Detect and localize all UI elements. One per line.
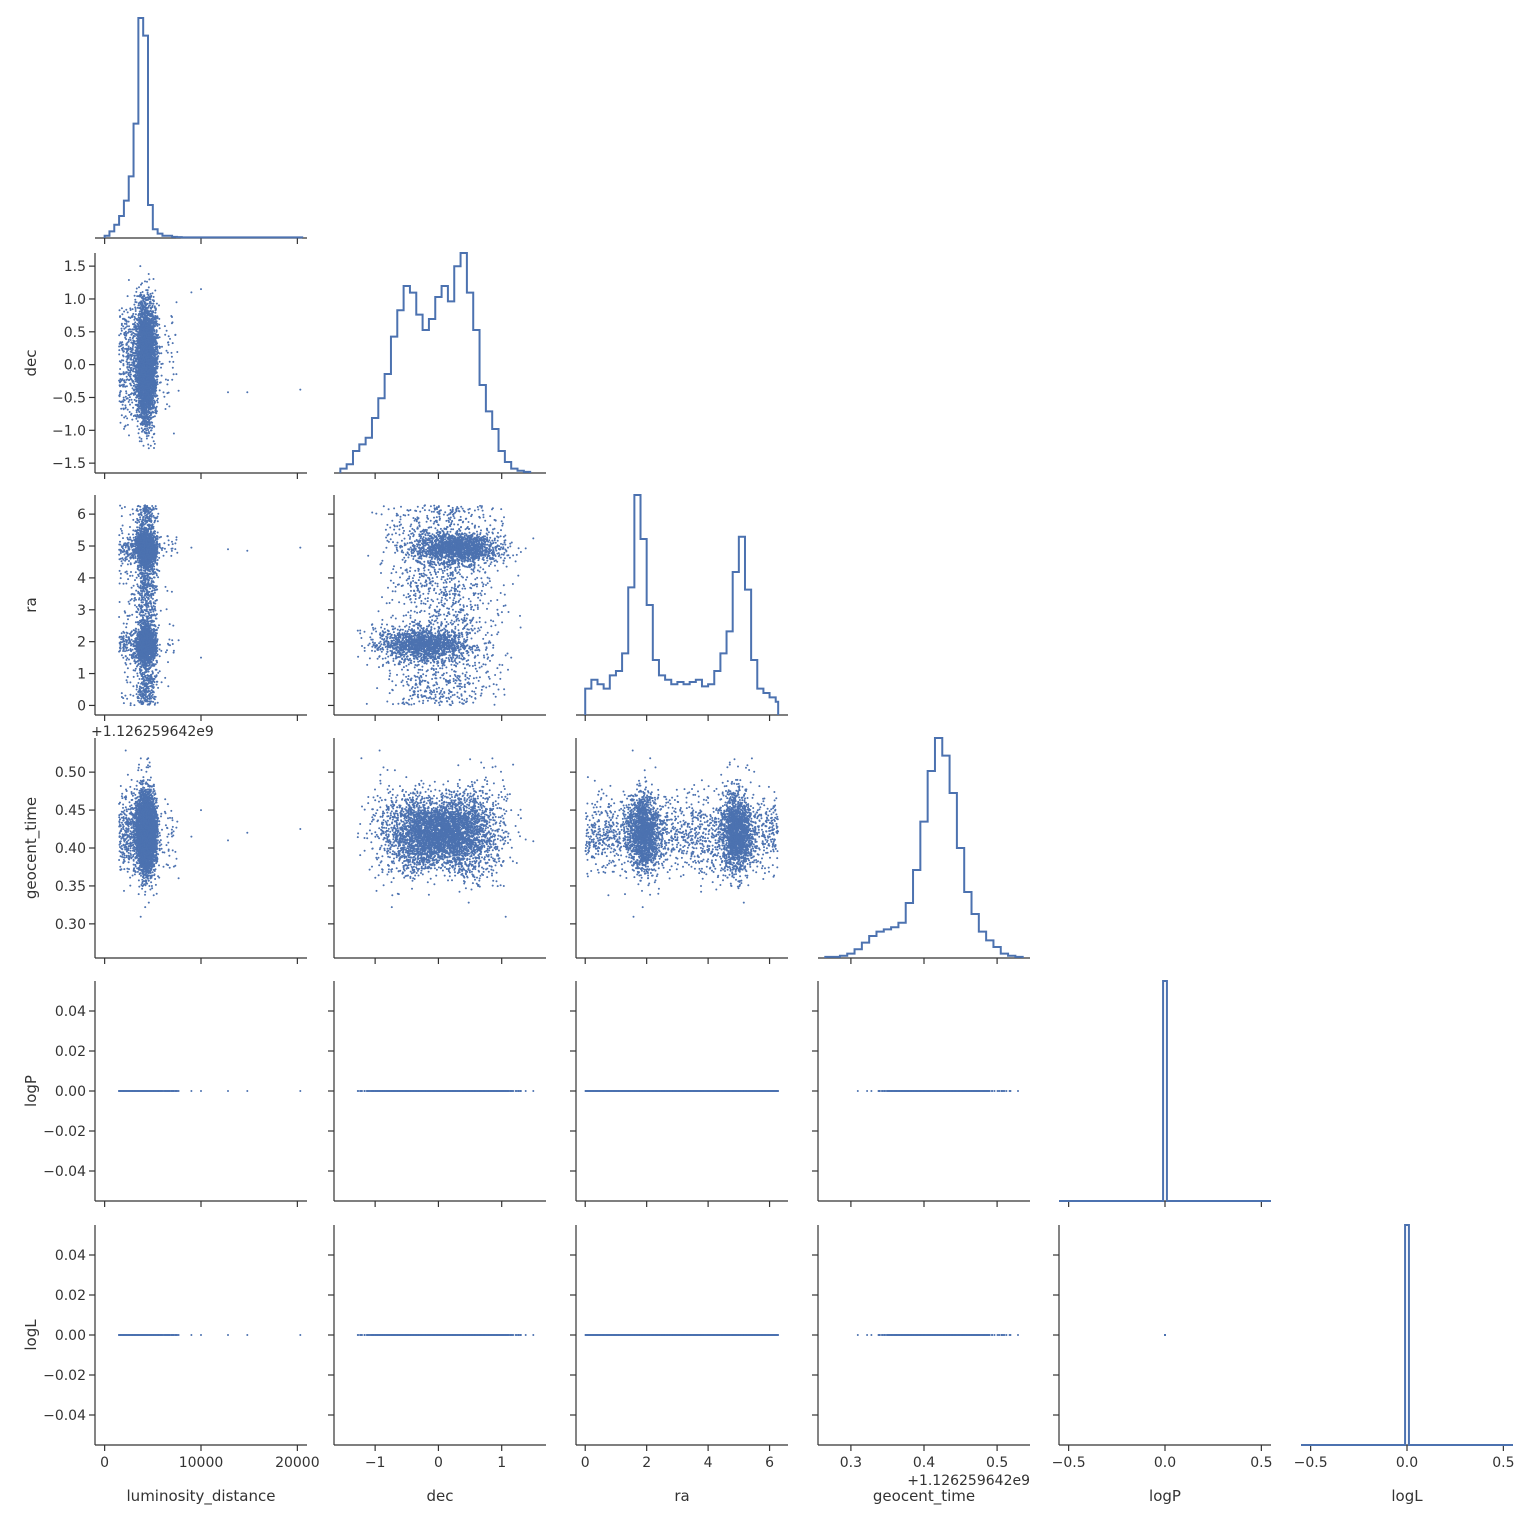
scatter-point — [129, 396, 131, 398]
y-tick-label: 0.5 — [64, 325, 86, 341]
scatter-point — [158, 304, 160, 306]
scatter-point — [147, 444, 149, 446]
scatter-point — [168, 405, 170, 407]
scatter-point — [140, 292, 142, 294]
scatter-point — [148, 447, 150, 449]
scatter-point — [154, 309, 156, 311]
scatter-point — [165, 408, 167, 410]
scatter-point — [168, 335, 170, 337]
scatter-point — [120, 408, 122, 410]
scatter-point — [167, 352, 169, 354]
scatter-point — [128, 434, 130, 436]
scatter-point — [151, 427, 153, 429]
scatter-point — [156, 303, 158, 305]
scatter-point — [151, 429, 153, 431]
scatter-point — [166, 383, 168, 385]
scatter-point — [156, 329, 158, 331]
y-tick-label: 1.5 — [64, 259, 86, 275]
scatter-point — [148, 427, 150, 429]
scatter-point — [153, 440, 155, 442]
scatter-point — [175, 373, 177, 375]
scatter-point — [154, 290, 156, 292]
scatter-point — [119, 316, 121, 318]
scatter-point — [138, 432, 140, 434]
scatter-point — [123, 399, 125, 401]
y-tick-label: 0.0 — [64, 358, 86, 374]
scatter-point — [118, 353, 120, 355]
scatter-point — [159, 361, 161, 363]
scatter-point — [172, 367, 174, 369]
scatter-point — [145, 289, 147, 291]
scatter-point — [130, 359, 132, 361]
scatter-point — [121, 307, 123, 309]
scatter-point — [130, 334, 132, 336]
scatter-point — [127, 353, 129, 355]
scatter-point — [135, 418, 137, 420]
scatter-point — [135, 310, 137, 312]
scatter-point — [118, 334, 120, 336]
panel-luminosity_distance-vs-luminosity_distance — [95, 18, 307, 244]
scatter-point — [134, 295, 136, 297]
scatter-point — [168, 344, 170, 346]
scatter-point — [129, 411, 131, 413]
scatter-point — [157, 398, 159, 400]
y-tick-label: −1.0 — [52, 423, 86, 439]
scatter-point — [128, 369, 130, 371]
scatter-point — [147, 291, 149, 293]
scatter-point — [174, 334, 176, 336]
scatter-point — [128, 399, 130, 401]
scatter-point — [146, 281, 148, 283]
scatter-point — [129, 337, 131, 339]
histogram-luminosity_distance — [105, 18, 303, 238]
scatter-point — [169, 361, 171, 363]
scatter-point — [139, 440, 141, 442]
scatter-point — [127, 311, 129, 313]
scatter-point — [133, 304, 135, 306]
scatter-point — [128, 329, 130, 331]
scatter-point — [118, 346, 120, 348]
scatter-point — [129, 404, 131, 406]
panel-dec-vs-luminosity_distance: −1.5 −1.0 −0.5 0.0 0.5 1.0 1.5 — [52, 253, 307, 479]
scatter-point — [126, 417, 128, 419]
scatter-point — [131, 419, 133, 421]
scatter-point — [122, 351, 124, 353]
y-tick-label: 1.0 — [64, 292, 86, 308]
scatter-point — [118, 349, 120, 351]
y-tick-label: −0.5 — [52, 390, 86, 406]
y-tick-label: −1.5 — [52, 456, 86, 472]
scatter-point — [171, 356, 173, 358]
scatter-point — [153, 296, 155, 298]
scatter-point — [168, 392, 170, 394]
scatter-point — [123, 397, 125, 399]
scatter-point — [123, 428, 125, 430]
scatter-point — [121, 414, 123, 416]
scatter-point — [171, 352, 173, 354]
scatter-point — [146, 438, 148, 440]
scatter-point — [132, 308, 134, 310]
scatter-point — [119, 309, 121, 311]
scatter-point — [121, 328, 123, 330]
scatter-point — [132, 346, 134, 348]
scatter-point — [145, 429, 147, 431]
scatter-point — [141, 440, 143, 442]
scatter-point — [150, 293, 152, 295]
